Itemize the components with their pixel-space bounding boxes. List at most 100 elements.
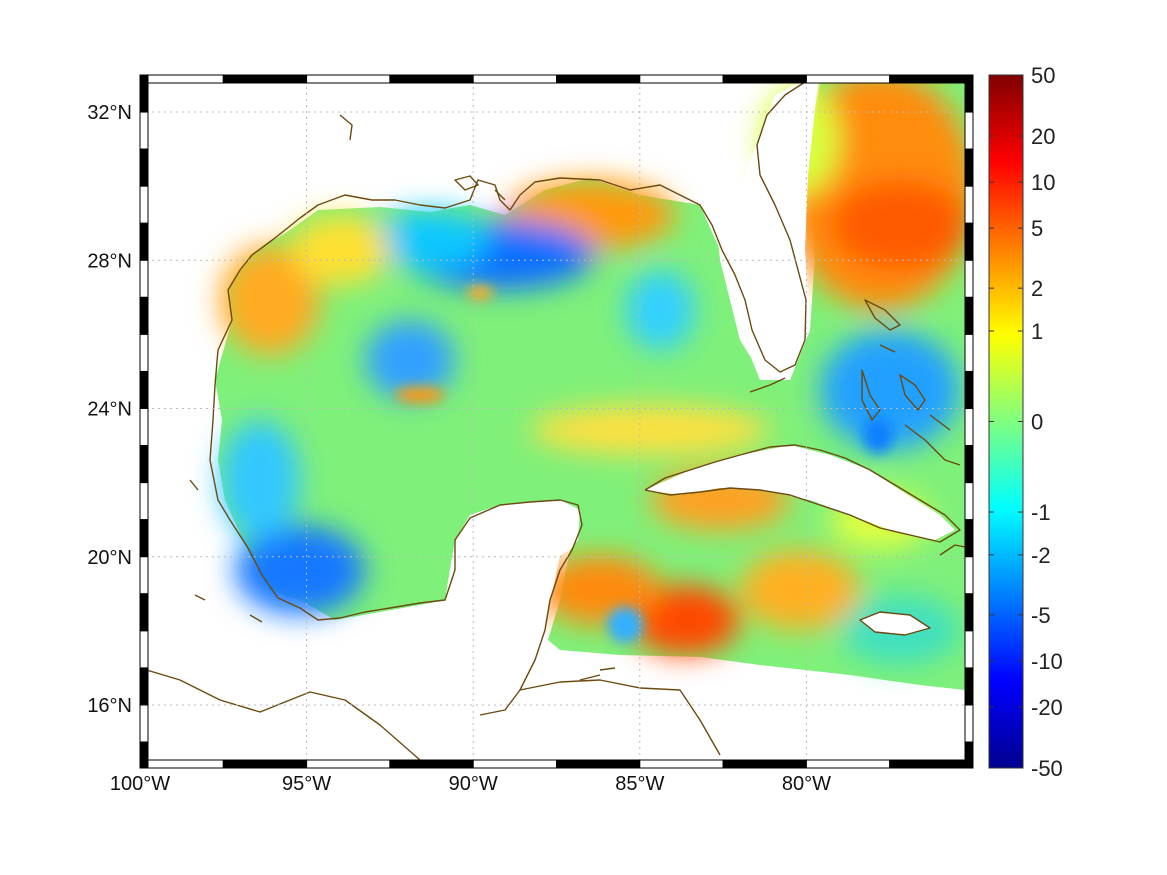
frame-segment-right xyxy=(964,370,974,410)
small-cold-eddy-2 xyxy=(863,417,893,453)
colorbar-tick-label: 2 xyxy=(1031,276,1043,301)
central-gulf-cyan-blob xyxy=(365,320,455,400)
us-gulf-coastline xyxy=(214,75,821,386)
frame-segment-bottom xyxy=(805,759,891,769)
longitude-tick-label: 85°W xyxy=(615,773,664,795)
frame-segment-left xyxy=(139,445,149,484)
frame-segment-right xyxy=(964,741,974,769)
frame-segment-right xyxy=(964,259,974,298)
latitude-tick-label: 20°N xyxy=(87,547,132,569)
frame-segment-right xyxy=(964,556,974,595)
frame-segment-bottom xyxy=(222,759,308,769)
frame-segment-left xyxy=(139,704,149,743)
central-america-coastline xyxy=(140,667,431,768)
map-area xyxy=(140,75,973,768)
frame-segment-left xyxy=(139,519,149,558)
frame-segment-right xyxy=(964,630,974,669)
colorbar-tick-label: -1 xyxy=(1031,500,1051,525)
frame-segment-right xyxy=(964,704,974,743)
frame-segment-left xyxy=(139,370,149,410)
honduras-coastline xyxy=(519,679,721,756)
small-warm-eddy xyxy=(395,387,445,403)
frame-segment-right xyxy=(964,445,974,484)
frame-segment-right xyxy=(964,482,974,521)
frame-segment-left xyxy=(139,741,149,769)
western-gulf-warm-blob xyxy=(220,245,320,355)
southwest-gulf-cyan-blob xyxy=(220,420,300,540)
grid-lines xyxy=(140,75,973,768)
colorbar-tick-label: 20 xyxy=(1031,124,1055,149)
frame-segment-top xyxy=(139,74,224,84)
frame-segment-top xyxy=(472,74,558,84)
frame-segment-left xyxy=(139,667,149,706)
frame-segment-bottom xyxy=(139,759,224,769)
frame-segment-bottom xyxy=(556,759,641,769)
frame-segment-bottom xyxy=(889,759,974,769)
frame-segment-right xyxy=(964,148,974,187)
frame-segment-left xyxy=(139,556,149,595)
straits-yellow-blob xyxy=(530,405,770,455)
frame-segment-left xyxy=(139,111,149,150)
longitude-labels: 100°W 95°W 90°W 85°W 80°W xyxy=(110,773,831,795)
frame-segment-left xyxy=(139,74,149,113)
frame-segment-bottom xyxy=(306,759,391,769)
bahamas-eleuthera xyxy=(899,374,926,411)
colorbar-tick-label: 1 xyxy=(1031,319,1043,344)
frame-segment-right xyxy=(964,185,974,224)
mexico-west-coastline xyxy=(189,479,263,623)
coastlines xyxy=(140,75,971,768)
frame-segment-bottom xyxy=(389,759,474,769)
frame-segment-right xyxy=(964,74,974,113)
jamaica-land xyxy=(860,612,930,635)
colorbar-tick-label: 5 xyxy=(1031,216,1043,241)
colorbar-outline xyxy=(988,74,1024,769)
colorbar-tick-label: -5 xyxy=(1031,603,1051,628)
caribbean-red-blob xyxy=(630,585,740,655)
colorbar-tick-label: -50 xyxy=(1031,756,1063,781)
western-gulf-yellow-blob xyxy=(290,215,390,285)
frame-segment-top xyxy=(389,74,474,84)
louisiana-lakes xyxy=(339,114,506,201)
frame-segment-top xyxy=(556,74,641,84)
frame-segment-left xyxy=(139,333,149,372)
colorbar-tick-label: -2 xyxy=(1031,543,1051,568)
frame-segment-top xyxy=(805,74,891,84)
frame-segment-top xyxy=(639,74,724,84)
frame-segment-left xyxy=(139,222,149,261)
frame-segment-right xyxy=(964,593,974,632)
mexico-gulf-coastline xyxy=(209,384,583,716)
frame-segment-top xyxy=(222,74,308,84)
colorbar-tick-label: 50 xyxy=(1031,63,1055,88)
frame-segment-bottom xyxy=(639,759,724,769)
northern-gulf-cyan-blob xyxy=(370,210,490,270)
latitude-labels: 32°N 28°N 24°N 20°N 16°N xyxy=(87,102,132,717)
small-cold-eddy xyxy=(607,607,643,643)
frame-segment-left xyxy=(139,259,149,298)
frame-segment-right xyxy=(964,222,974,261)
frame-segment-left xyxy=(139,630,149,669)
longitude-tick-label: 100°W xyxy=(110,773,170,795)
frame-segment-left xyxy=(139,482,149,521)
frame-segment-left xyxy=(139,296,149,335)
latitude-tick-label: 24°N xyxy=(87,399,132,421)
data-field xyxy=(215,75,973,690)
bahamas-islands xyxy=(879,344,961,466)
latitude-tick-label: 28°N xyxy=(87,250,132,272)
frame-segment-left xyxy=(139,408,149,447)
caribbean-east-warm-blob xyxy=(740,550,860,630)
frame-segment-right xyxy=(964,333,974,372)
bahamas-cold-blob xyxy=(820,330,960,450)
florida-keys xyxy=(749,377,786,393)
frame-segment-top xyxy=(306,74,391,84)
longitude-tick-label: 95°W xyxy=(282,773,331,795)
latitude-tick-label: 16°N xyxy=(87,695,132,717)
frame-segment-top xyxy=(722,74,807,84)
frame-segment-bottom xyxy=(722,759,807,769)
colorbar-tick-label: -20 xyxy=(1031,695,1063,720)
frame-segment-top xyxy=(889,74,974,84)
frame-segment-left xyxy=(139,185,149,224)
small-warm-eddy-2 xyxy=(466,286,494,300)
longitude-tick-label: 80°W xyxy=(782,773,831,795)
frame-segment-left xyxy=(139,148,149,187)
